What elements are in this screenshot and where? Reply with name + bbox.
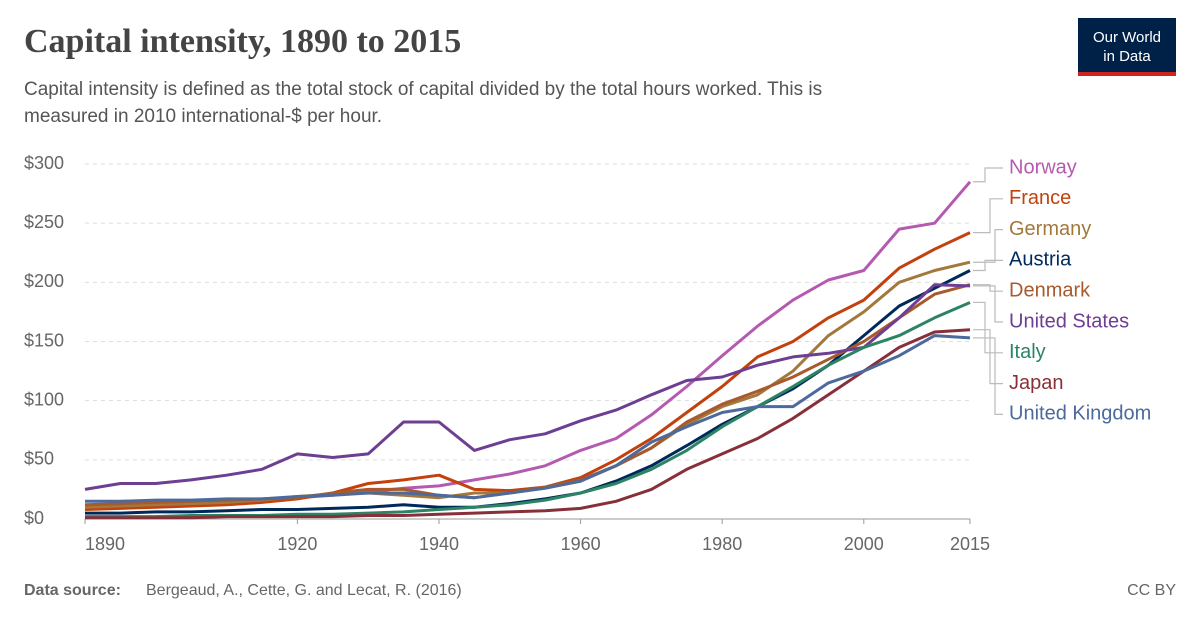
series-line (84, 283, 971, 507)
y-tick-label: $150 (24, 330, 64, 350)
x-tick-label: 1940 (419, 534, 459, 554)
legend-connector (973, 329, 1003, 385)
y-tick-label: $200 (24, 271, 64, 291)
legend-label: France (1009, 187, 1071, 209)
chart-title: Capital intensity, 1890 to 2015 (24, 23, 461, 60)
x-tick-label: 1980 (702, 534, 742, 554)
legend-connector (973, 284, 1003, 292)
series-line (85, 334, 971, 503)
legend-label: Germany (1009, 218, 1091, 240)
y-tick-label: $250 (24, 212, 64, 232)
x-tick-label: 1920 (277, 534, 317, 554)
series-line (84, 231, 971, 511)
legend-connector (973, 337, 1003, 415)
y-tick-label: $0 (24, 508, 44, 528)
legend-connector (973, 285, 1003, 323)
legend-label: Japan (1009, 372, 1064, 394)
y-tick-label: $100 (24, 389, 64, 409)
series-line (85, 301, 971, 519)
series-line (84, 180, 972, 509)
source: Bergeaud, A., Cette, G. and Lecat, R. (2… (146, 582, 462, 599)
logo-text: in Data (1103, 48, 1151, 65)
x-tick-label: 2015 (950, 534, 990, 554)
subtitle: measured in 2010 international-$ per hou… (24, 106, 382, 127)
y-tick-label: $300 (24, 153, 64, 173)
logo-bar (1078, 72, 1176, 76)
legend-label: Austria (1009, 249, 1072, 271)
legend-label: Denmark (1009, 279, 1091, 301)
legend-connector (973, 301, 1003, 354)
source-label: Data source: (24, 582, 121, 599)
series-line (84, 283, 971, 491)
legend-label: Italy (1009, 341, 1046, 363)
subtitle: Capital intensity is defined as the tota… (24, 79, 822, 100)
legend-label: United Kingdom (1009, 403, 1151, 425)
x-tick-label: 1960 (561, 534, 601, 554)
legend-connector (973, 198, 1003, 234)
legend-connector (973, 167, 1003, 183)
logo[interactable] (1078, 18, 1176, 76)
legend-label: Norway (1009, 156, 1077, 178)
license[interactable]: CC BY (1127, 582, 1176, 599)
legend-connector (973, 259, 1003, 272)
x-tick-label: 2000 (844, 534, 884, 554)
y-tick-label: $50 (24, 449, 54, 469)
legend-connector (973, 229, 1003, 263)
legend-label: United States (1009, 310, 1129, 332)
x-tick-label: 1890 (85, 534, 125, 554)
logo-text: Our World (1093, 29, 1161, 46)
series-line (85, 328, 971, 520)
